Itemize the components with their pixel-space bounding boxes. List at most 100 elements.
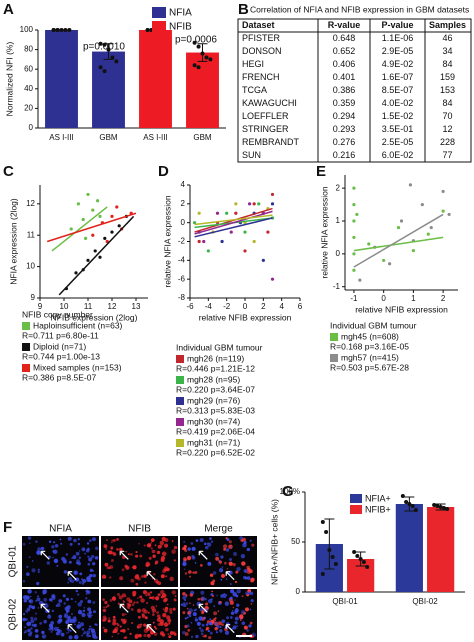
data-point: [202, 239, 206, 244]
cell: [131, 566, 134, 569]
legend-swatch: [176, 376, 184, 384]
cell: [144, 616, 148, 620]
cell: [54, 544, 59, 548]
data-point: [117, 224, 121, 228]
cell: [157, 544, 162, 549]
cell: [104, 617, 107, 620]
cell: [153, 632, 158, 636]
cell: [131, 621, 134, 625]
cell: [182, 596, 186, 600]
cell: [78, 556, 81, 559]
cell: [154, 544, 157, 547]
x-tick-label: 12: [108, 302, 117, 311]
cell: [200, 628, 204, 633]
table-cell: 12: [442, 124, 452, 134]
cell: [92, 601, 96, 604]
cell: [194, 608, 198, 611]
cell: [241, 561, 246, 566]
data-point: [115, 205, 119, 209]
cell: [250, 578, 254, 583]
legend-swatch: [350, 505, 362, 514]
cell: [162, 569, 166, 574]
cell: [205, 623, 209, 626]
cell: [225, 548, 230, 552]
cell: [30, 616, 34, 620]
cell: [212, 595, 214, 597]
legend-title: Individual GBM tumour: [330, 320, 417, 330]
cell: [88, 628, 91, 631]
x-tick-label: -6: [186, 302, 194, 311]
cell: [37, 607, 40, 609]
cell: [139, 595, 143, 599]
data-point: [270, 202, 275, 206]
data-point: [192, 63, 197, 68]
cell: [102, 598, 105, 601]
cell: [67, 631, 70, 634]
data-point: [404, 500, 409, 504]
cell: [230, 589, 235, 594]
cell: [90, 627, 93, 630]
cell: [87, 607, 92, 612]
legend-label: NFIA+: [365, 493, 391, 503]
table-cell: 2.9E-05: [382, 46, 414, 56]
cell: [166, 615, 171, 620]
y-tick-label: 100%: [280, 487, 300, 496]
table-cell: DONSON: [242, 46, 282, 56]
cell: [101, 574, 107, 579]
data-point: [69, 227, 73, 231]
cell: [230, 546, 233, 549]
cell: [219, 626, 222, 628]
cell: [121, 613, 125, 617]
table-cell: TCGA: [242, 85, 267, 95]
cell: [225, 594, 228, 597]
legend-stats: R=0.711 p=6.80e-11: [22, 330, 99, 340]
cell: [84, 552, 87, 555]
cell: [186, 607, 189, 610]
cell: [235, 570, 239, 574]
cell: [150, 547, 153, 550]
legend-label: mgh45 (n=608): [341, 331, 399, 341]
table-cell: STRINGER: [242, 124, 289, 134]
data-point: [413, 508, 418, 512]
data-point: [399, 219, 404, 223]
data-point: [420, 202, 424, 207]
data-point: [102, 69, 107, 74]
cell: [234, 616, 239, 621]
cell: [143, 623, 147, 627]
cell: [63, 602, 66, 605]
cell: [186, 616, 189, 619]
table-header: Samples: [429, 20, 466, 30]
cell: [232, 551, 238, 557]
x-tick-label: -4: [205, 302, 213, 311]
data-point: [96, 199, 100, 203]
cell: [220, 594, 225, 598]
cell: [183, 547, 187, 551]
cell: [199, 627, 202, 630]
cell: [56, 603, 61, 607]
cell: [74, 616, 76, 618]
data-point: [270, 192, 275, 197]
cell: [184, 617, 187, 620]
cell: [200, 632, 204, 636]
table-cell: 1.1E-06: [382, 33, 414, 43]
y-tick-label: -2: [178, 237, 186, 246]
legend-label: mgh30 (n=74): [187, 416, 240, 426]
y-axis-label: NFIA expression (2log): [8, 198, 18, 285]
cell: [173, 545, 178, 550]
cell: [62, 594, 66, 598]
cell: [66, 605, 71, 610]
cell: [133, 601, 136, 604]
legend-label: mgh29 (n=76): [187, 395, 240, 405]
cell: [76, 593, 80, 596]
legend-swatch: [176, 439, 184, 447]
x-tick-label: -2: [223, 302, 231, 311]
cell: [150, 538, 155, 542]
cell: [232, 625, 237, 630]
cell: [169, 607, 173, 612]
cell: [164, 613, 166, 615]
cell: [195, 617, 197, 619]
cell: [30, 595, 32, 598]
cell: [240, 554, 246, 559]
cell: [248, 624, 252, 628]
cell: [131, 603, 135, 607]
